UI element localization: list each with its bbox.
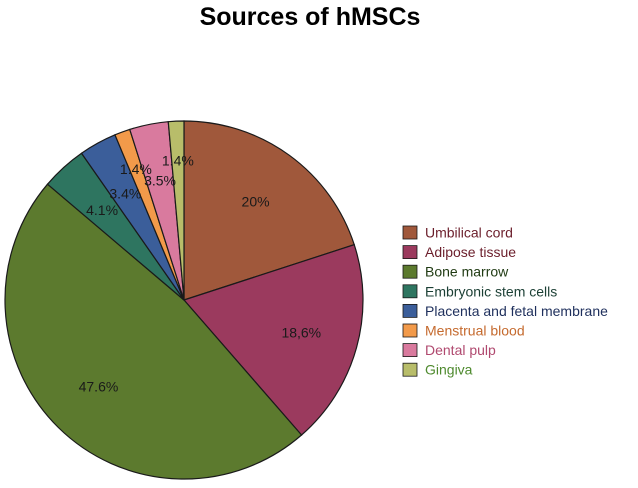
legend-swatch-placenta-and-fetal-membrane xyxy=(402,303,418,318)
legend-swatch-gingiva xyxy=(402,362,418,377)
slice-umbilical-cord xyxy=(183,120,355,301)
legend-swatch-dental-pulp xyxy=(402,343,418,358)
slice-label-umbilical-cord: 20% xyxy=(242,194,270,210)
legend-label-bone-marrow: Bone marrow xyxy=(425,264,509,280)
legend-swatch-menstrual-blood xyxy=(402,323,418,338)
legend-label-dental-pulp: Dental pulp xyxy=(425,342,496,358)
legend-label-gingiva: Gingiva xyxy=(425,362,473,378)
slice-adipose-tissue xyxy=(182,243,364,436)
legend-label-umbilical-cord: Umbilical cord xyxy=(425,225,513,241)
pie-slices xyxy=(4,120,364,480)
legend-swatch-umbilical-cord xyxy=(402,225,418,240)
slice-label-embryonic-stem-cells: 4.1% xyxy=(86,202,118,218)
legend-swatch-bone-marrow xyxy=(402,264,418,279)
legend-label-menstrual-blood: Menstrual blood xyxy=(425,323,525,339)
slice-gingiva xyxy=(167,120,185,301)
legend-swatch-embryonic-stem-cells xyxy=(402,284,418,299)
slice-label-menstrual-blood: 1.4% xyxy=(120,161,152,177)
chart-title: Sources of hMSCs xyxy=(200,3,421,31)
slice-label-gingiva: 1.4% xyxy=(162,153,194,169)
legend: Umbilical cord Adipose tissue Bone marrow E… xyxy=(402,225,608,378)
slice-labels: 20%18,6%47.6%4.1%3.4%1.4%3.5%1.4% xyxy=(79,153,322,395)
slice-label-placenta-and-fetal-membrane: 3.4% xyxy=(109,185,141,201)
slice-label-adipose-tissue: 18,6% xyxy=(281,324,321,340)
legend-swatch-adipose-tissue xyxy=(402,245,418,260)
slice-label-dental-pulp: 3.5% xyxy=(144,173,176,189)
slice-label-bone-marrow: 47.6% xyxy=(79,379,119,395)
legend-label-adipose-tissue: Adipose tissue xyxy=(425,244,516,260)
slice-bone-marrow xyxy=(4,183,303,480)
legend-label-placenta-and-fetal-membrane: Placenta and fetal membrane xyxy=(425,303,608,319)
legend-label-embryonic-stem-cells: Embryonic stem cells xyxy=(425,283,557,299)
